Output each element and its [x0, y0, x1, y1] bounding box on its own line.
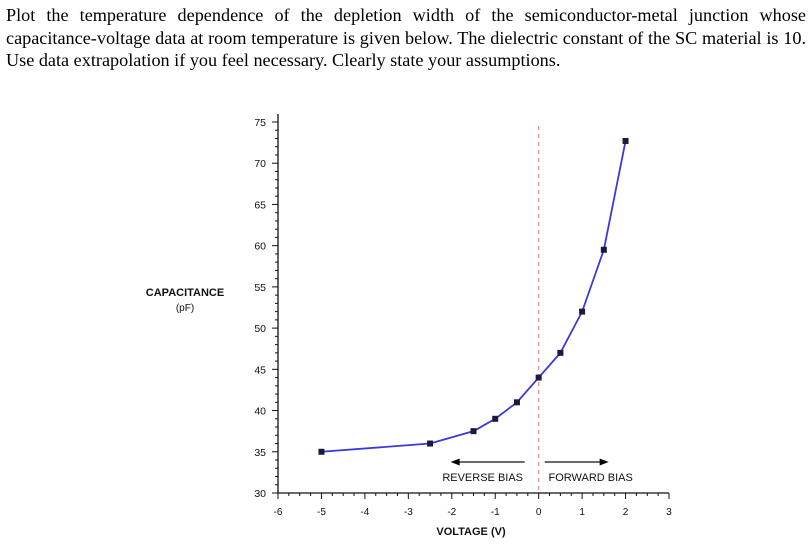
- data-point: [470, 428, 477, 435]
- problem-statement: Plot the temperature dependence of the d…: [6, 5, 806, 70]
- forward-bias-label: FORWARD BIAS: [548, 472, 632, 484]
- y-tick-label: 45: [254, 364, 266, 376]
- data-point: [318, 448, 325, 455]
- data-point: [492, 415, 499, 422]
- x-tick-label: -2: [447, 507, 456, 518]
- series-line: [321, 140, 627, 453]
- y-tick-label: 35: [254, 447, 266, 459]
- y-axis-unit: (pF): [176, 303, 194, 314]
- x-tick-label: 3: [666, 507, 672, 518]
- data-point: [579, 308, 586, 315]
- data-point: [535, 374, 542, 381]
- data-point: [427, 440, 434, 447]
- x-tick-label: 1: [579, 507, 585, 518]
- reverse-bias-arrowhead: [450, 458, 460, 466]
- y-tick-label: 30: [254, 488, 266, 500]
- x-tick-label: -4: [360, 507, 369, 518]
- x-tick-label: -3: [404, 507, 413, 518]
- reverse-bias-label: REVERSE BIAS: [442, 472, 523, 484]
- data-markers: [318, 137, 629, 455]
- x-tick-label: -6: [274, 507, 283, 518]
- x-tick-label: 0: [536, 507, 542, 518]
- x-tick-label: -1: [491, 507, 500, 518]
- y-tick-label: 75: [254, 117, 266, 129]
- y-tick-label: 55: [254, 282, 266, 294]
- data-point: [600, 246, 607, 253]
- y-tick-label: 65: [254, 199, 266, 211]
- x-axis-label: VOLTAGE (V): [436, 526, 506, 538]
- data-point: [513, 399, 520, 406]
- x-tick-label: -5: [317, 507, 326, 518]
- data-point: [557, 349, 564, 356]
- ticks: 30 35 40 45 50 55 60 65 70 75 -6 -5 -4 -3 -2 -1 0 1 2 3: [254, 117, 672, 518]
- y-tick-label: 70: [254, 158, 266, 170]
- y-tick-label: 60: [254, 241, 266, 253]
- axes: [277, 114, 669, 494]
- forward-bias-arrowhead: [599, 458, 609, 466]
- x-tick-label: 2: [623, 507, 629, 518]
- y-axis-label: CAPACITANCE: [146, 287, 224, 299]
- y-tick-label: 50: [254, 323, 266, 335]
- data-point: [622, 137, 629, 144]
- y-tick-label: 40: [254, 406, 266, 418]
